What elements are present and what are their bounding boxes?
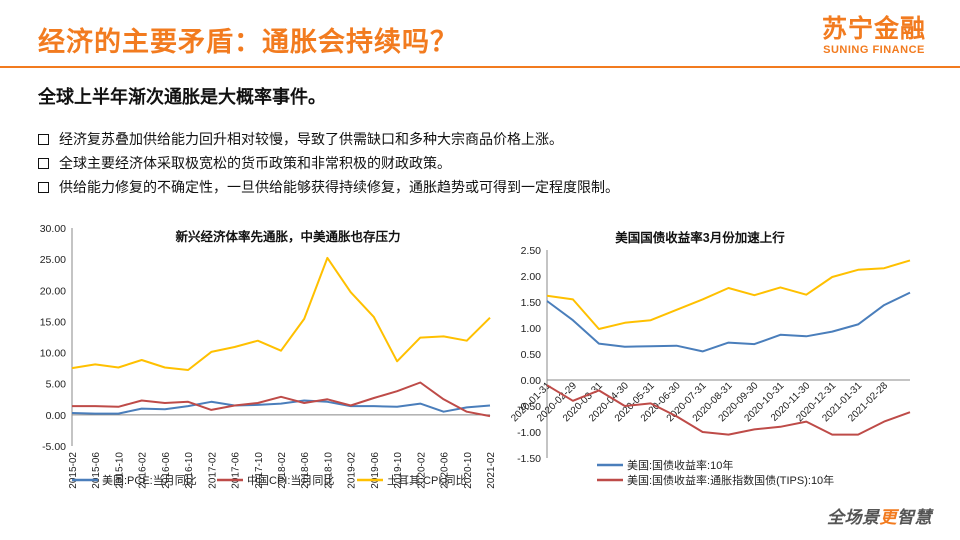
- x-tick-label: 2019-06: [370, 452, 381, 489]
- chart-title: 美国国债收益率3月份加速上行: [615, 230, 785, 245]
- x-tick-label: 2015-10: [114, 452, 125, 489]
- footer-text-3: 智慧: [897, 508, 932, 528]
- y-tick-label: -1.00: [517, 427, 541, 439]
- series-line: [546, 384, 911, 436]
- logo-cn: 苏宁金融: [821, 14, 926, 43]
- y-tick-label: 30.00: [40, 223, 66, 235]
- x-tick-label: 2018-06: [300, 452, 311, 489]
- y-tick-label: 1.00: [521, 323, 542, 335]
- x-tick-label: 2017-02: [207, 452, 218, 489]
- y-tick-label: 5.00: [46, 379, 67, 391]
- x-tick-label: 2017-06: [231, 452, 242, 489]
- list-item: 经济复苏叠加供给能力回升相对较慢，导致了供需缺口和多种大宗商品价格上涨。: [38, 128, 619, 152]
- x-tick-label: 2020-02: [416, 452, 427, 489]
- series-line: [71, 399, 491, 415]
- y-tick-label: -5.00: [42, 441, 66, 453]
- subtitle: 全球上半年渐次通胀是大概率事件。: [38, 87, 326, 108]
- x-tick-label: 2018-02: [277, 452, 288, 489]
- series-line: [546, 291, 911, 353]
- chart-title: 新兴经济体率先通胀，中美通胀也存压力: [175, 229, 400, 244]
- page-title: 经济的主要矛盾：通胀会持续吗？: [38, 27, 458, 58]
- checkbox-icon: [38, 158, 49, 169]
- y-tick-label: -0.50: [517, 401, 541, 413]
- series-line: [546, 259, 911, 330]
- x-tick-label: 2015-02: [68, 452, 79, 489]
- y-tick-label: 10.00: [40, 348, 66, 360]
- legend-label: 美国:国债收益率:10年: [627, 458, 733, 472]
- bullet-text: 供给能力修复的不确定性，一旦供给能够获得持续修复，通胀趋势或可得到一定程度限制。: [59, 180, 619, 196]
- y-tick-label: 20.00: [40, 285, 66, 297]
- footer-slogan: 全场景更智慧: [827, 503, 932, 528]
- list-item: 供给能力修复的不确定性，一旦供给能够获得持续修复，通胀趋势或可得到一定程度限制。: [38, 176, 619, 200]
- legend-label: 美国:国债收益率:通胀指数国债(TIPS):10年: [627, 473, 834, 487]
- checkbox-icon: [38, 182, 49, 193]
- checkbox-icon: [38, 134, 49, 145]
- inflation-chart: 新兴经济体率先通胀，中美通胀也存压力 -5.00 0.00 5.00 10.00 15.0…: [40, 223, 497, 489]
- logo-en: SUNING FINANCE: [823, 44, 925, 56]
- x-tick-label: 2015-06: [91, 452, 102, 489]
- y-tick-label: 0.00: [521, 375, 542, 387]
- x-tick-label: 2020-06: [440, 452, 451, 489]
- header-divider: [0, 66, 960, 68]
- list-item: 全球主要经济体采取极宽松的货币政策和非常积极的财政政策。: [38, 152, 619, 176]
- y-tick-label: 0.00: [46, 410, 67, 422]
- x-tick-label: 2017-10: [254, 452, 265, 489]
- x-tick-label: 2020-10: [463, 452, 474, 489]
- x-tick-label: 2016-10: [184, 452, 195, 489]
- y-tick-label: -1.50: [517, 453, 541, 465]
- x-tick-label: 2019-02: [347, 452, 358, 489]
- series-line: [71, 256, 491, 371]
- x-tick-label: 2016-02: [138, 452, 149, 489]
- y-tick-label: 1.50: [521, 297, 542, 309]
- legend-label: 美国:PCE:当月同比: [102, 473, 197, 487]
- x-tick-label: 2021-02: [486, 452, 497, 489]
- bullet-list: 经济复苏叠加供给能力回升相对较慢，导致了供需缺口和多种大宗商品价格上涨。 全球主…: [38, 128, 619, 200]
- bullet-text: 经济复苏叠加供给能力回升相对较慢，导致了供需缺口和多种大宗商品价格上涨。: [59, 132, 563, 148]
- series-line: [72, 381, 491, 418]
- y-tick-label: 0.50: [521, 349, 542, 361]
- bullet-text: 全球主要经济体采取极宽松的货币政策和非常积极的财政政策。: [59, 156, 451, 172]
- legend-label: 中国CPI:当月同比: [247, 473, 334, 487]
- x-tick-label: 2016-06: [161, 452, 172, 489]
- y-tick-label: 2.00: [521, 271, 542, 283]
- footer-text-2: 更: [879, 508, 897, 528]
- y-tick-label: 2.50: [521, 245, 542, 257]
- x-tick-label: 2018-10: [323, 452, 334, 489]
- y-tick-label: 15.00: [40, 316, 66, 328]
- logo: 苏宁金融 SUNING FINANCE: [822, 14, 926, 56]
- legend-label: 土耳其:CPI:同比: [387, 474, 466, 487]
- x-tick-label: 2019-10: [393, 452, 404, 489]
- footer-text-1: 全场景: [827, 508, 880, 528]
- treasury-yield-chart: 美国国债收益率3月份加速上行 -1.50 -1.00 -0.50 0.00 0.50 1.0…: [509, 230, 911, 487]
- y-tick-label: 25.00: [40, 254, 66, 266]
